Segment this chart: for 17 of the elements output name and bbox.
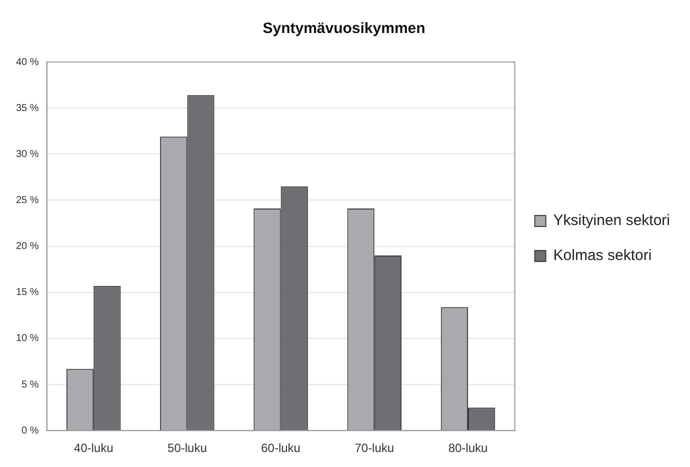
y-tick-label: 0 %	[22, 425, 39, 436]
x-tick-label: 60-luku	[261, 441, 300, 456]
legend-label: Kolmas sektori	[553, 247, 652, 264]
x-tick-label: 70-luku	[354, 441, 394, 456]
y-tick-label: 25 %	[16, 194, 39, 206]
y-tick-label: 40 %	[16, 56, 39, 68]
legend-label: Yksityinen sektori	[553, 212, 670, 230]
chart-title: Syntymävuosikymmen	[262, 20, 426, 38]
y-tick-label: 5 %	[22, 379, 39, 390]
x-tick-label: 50-luku	[168, 441, 207, 456]
x-tick-label: 40-luku	[74, 441, 114, 456]
y-tick-label: 15 %	[16, 287, 39, 298]
y-tick-label: 35 %	[16, 102, 39, 114]
y-tick-label: 30 %	[16, 148, 39, 160]
y-tick-label: 20 %	[16, 241, 39, 252]
x-tick-label: 80-luku	[448, 441, 488, 456]
y-tick-label: 10 %	[16, 333, 39, 344]
